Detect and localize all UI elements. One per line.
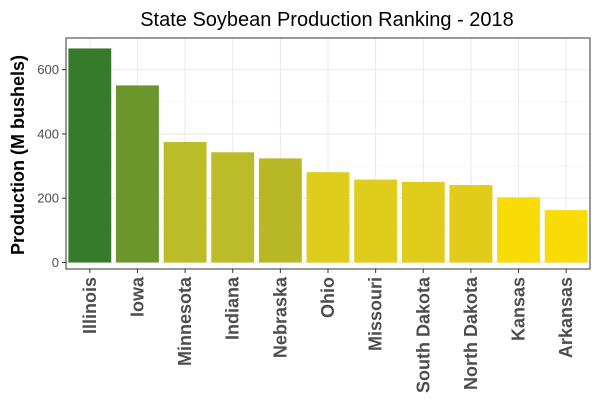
x-tick-label: Kansas (509, 277, 529, 341)
bar-nebraska (258, 158, 302, 263)
bar-north-dakota (449, 185, 493, 263)
y-tick-label: 0 (52, 255, 59, 270)
x-tick-label: South Dakota (413, 276, 433, 393)
bar-iowa (116, 85, 159, 263)
bar-indiana (211, 152, 255, 263)
x-tick-label: Illinois (80, 277, 100, 334)
bar-arkansas (544, 210, 588, 263)
y-tick-label: 600 (37, 62, 59, 77)
x-tick-label: Iowa (127, 276, 147, 317)
bar-illinois (68, 48, 112, 263)
x-tick-label: Missouri (366, 277, 386, 351)
bar-minnesota (163, 141, 207, 263)
chart-title: State Soybean Production Ranking - 2018 (140, 9, 514, 31)
y-axis-label: Production (M bushels) (8, 55, 28, 255)
x-tick-label: North Dakota (461, 276, 481, 390)
x-tick-label: Minnesota (175, 276, 195, 366)
bar-ohio (306, 172, 350, 263)
bar-kansas (497, 197, 540, 263)
x-tick-label: Arkansas (556, 277, 576, 358)
y-axis-ticks: 0 200 400 600 (37, 62, 66, 270)
x-tick-label: Indiana (223, 276, 243, 340)
bar-south-dakota (401, 181, 445, 263)
x-axis-ticks: Illinois Iowa Minnesota Indiana Nebraska Ohio… (80, 269, 576, 393)
bar-missouri (354, 179, 398, 263)
y-tick-label: 400 (37, 126, 59, 141)
y-tick-label: 200 (37, 191, 59, 206)
x-tick-label: Nebraska (270, 276, 290, 358)
x-tick-label: Ohio (318, 277, 338, 318)
bars (68, 48, 588, 263)
